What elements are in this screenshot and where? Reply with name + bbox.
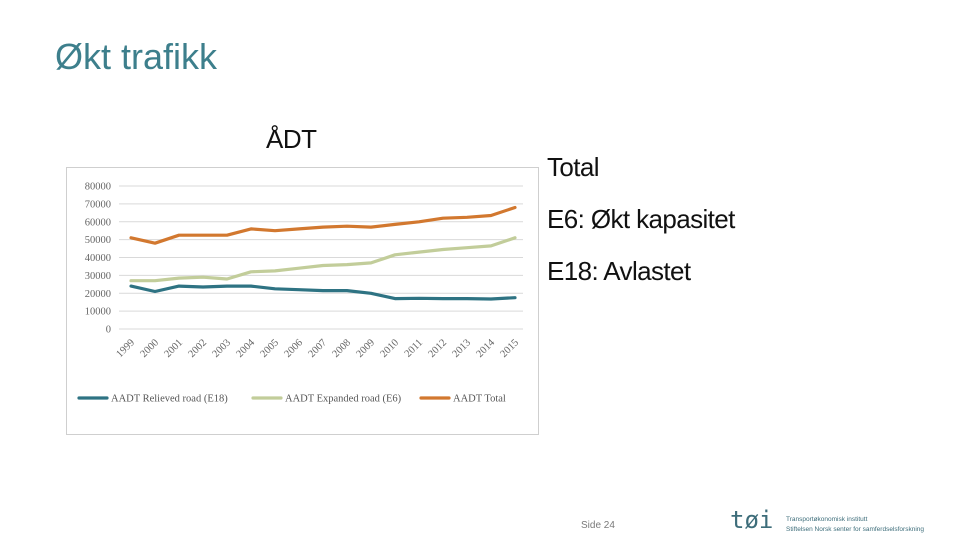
- bullet-total: Total: [547, 152, 600, 182]
- x-tick-label: 2012: [426, 337, 449, 360]
- x-tick-label: 2007: [306, 337, 329, 360]
- line-chart: 0 10000 20000 30000 40000 50000 60000 70000 8000…: [77, 182, 523, 405]
- y-tick-label: 0: [106, 325, 111, 336]
- x-tick-label: 2013: [450, 337, 473, 360]
- y-tick-label: 50000: [85, 235, 111, 246]
- toi-logo-glyphs: tøi: [730, 508, 773, 534]
- x-tick-label: 2014: [474, 337, 497, 360]
- y-tick-label: 20000: [85, 289, 111, 300]
- series-line: [129, 284, 517, 301]
- toi-logo-line1: Transportøkonomisk institutt: [786, 516, 868, 523]
- y-tick-label: 10000: [85, 307, 111, 318]
- y-tick-label: 40000: [85, 253, 111, 264]
- legend-label: AADT Relieved road (E18): [111, 394, 228, 405]
- x-tick-label: 2005: [258, 337, 281, 360]
- chart-title: ÅDT: [266, 124, 317, 154]
- bullet-e6: E6: Økt kapasitet: [547, 204, 735, 234]
- chart-frame: 0 10000 20000 30000 40000 50000 60000 70000 8000…: [66, 167, 539, 435]
- x-tick-label: 2006: [282, 337, 305, 360]
- bullet-list: Total E6: Økt kapasitet E18: Avlastet: [547, 152, 797, 308]
- x-tick-label: 2004: [234, 337, 257, 360]
- x-tick-label: 2010: [378, 337, 401, 360]
- series-line: [129, 236, 517, 283]
- legend-label: AADT Expanded road (E6): [285, 394, 402, 405]
- x-tick-label: 1999: [114, 337, 137, 360]
- x-axis-ticks: 1999 2000 2001 2002 2003 2004 2005 2006 2007 2008…: [114, 337, 521, 360]
- toi-logo-mark: tøi: [730, 508, 773, 534]
- x-tick-label: 2003: [210, 337, 233, 360]
- toi-logo-line2: Stiftelsen Norsk senter for samferdselsf…: [786, 526, 924, 533]
- y-tick-label: 70000: [85, 199, 111, 210]
- x-tick-label: 2000: [138, 337, 161, 360]
- bullet-e18: E18: Avlastet: [547, 256, 691, 286]
- series-line: [129, 205, 517, 245]
- x-tick-label: 2008: [330, 337, 353, 360]
- x-tick-label: 2011: [403, 337, 425, 359]
- slide-title: Økt trafikk: [55, 36, 218, 77]
- y-tick-label: 80000: [85, 182, 111, 193]
- y-axis-ticks: 0 10000 20000 30000 40000 50000 60000 70000 8000…: [85, 182, 111, 336]
- chart-gridlines: [119, 185, 523, 330]
- toi-logo: tøi Transportøkonomisk institutt Stiftel…: [730, 508, 950, 536]
- toi-logo-text: Transportøkonomisk institutt Stiftelsen …: [786, 515, 924, 535]
- legend-label: AADT Total: [453, 394, 506, 405]
- chart-series: [129, 205, 517, 301]
- chart-legend: AADT Relieved road (E18) AADT Expanded ro…: [77, 394, 506, 405]
- y-tick-label: 60000: [85, 217, 111, 228]
- y-tick-label: 30000: [85, 271, 111, 282]
- x-tick-label: 2001: [162, 337, 185, 360]
- page-number: Side 24: [581, 520, 615, 531]
- x-tick-label: 2009: [354, 337, 377, 360]
- x-tick-label: 2015: [498, 337, 521, 360]
- x-tick-label: 2002: [186, 337, 209, 360]
